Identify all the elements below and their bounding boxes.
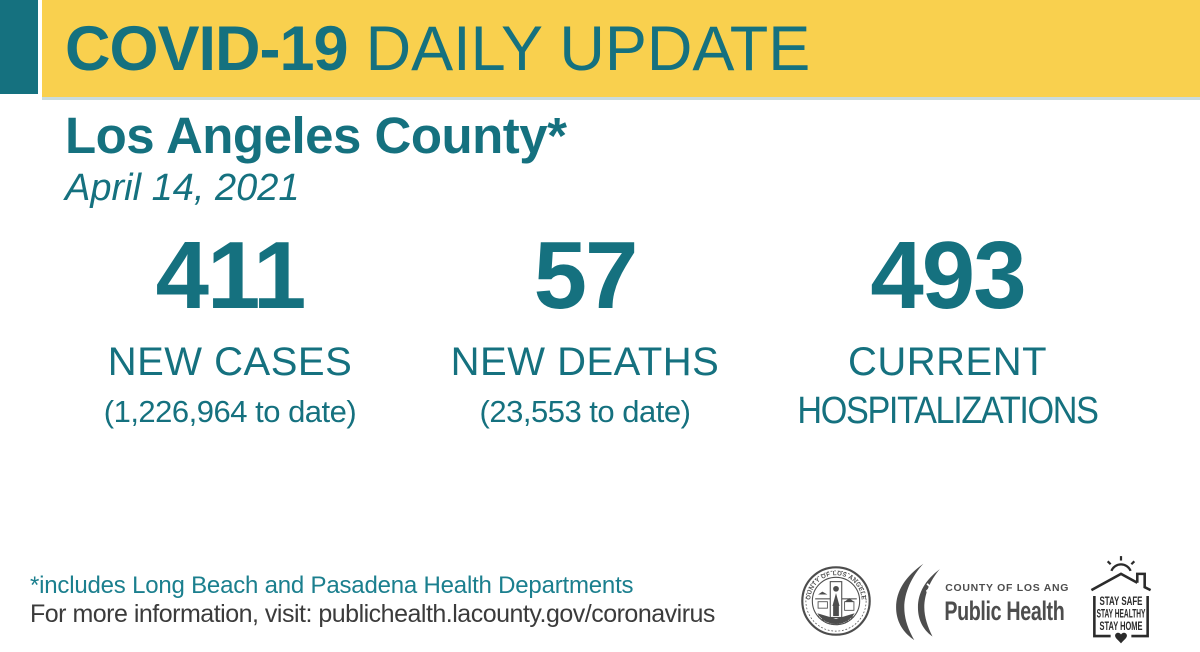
badge-line1: STAY SAFE (1100, 594, 1143, 608)
report-date: April 14, 2021 (65, 167, 300, 209)
more-info-text: For more information, visit: publichealt… (30, 600, 715, 628)
new-cases-label: NEW CASES (107, 340, 353, 384)
stat-new-deaths: 57 NEW DEATHS (23,553 to date) (420, 222, 750, 430)
stat-hospitalizations: 493 CURRENT HOSPITALIZATIONS (780, 222, 1115, 433)
logo-row: COUNTY OF LOS ANGELES CALIFORNIA COUN (800, 553, 1158, 648)
hospitalizations-value: 493 (870, 222, 1026, 329)
banner-title-covid: COVID-19 (65, 13, 349, 84)
new-cases-total: (1,226,964 to date) (103, 394, 357, 429)
footnote-text: *includes Long Beach and Pasadena Health… (30, 572, 634, 599)
badge-line3: STAY HOME (1100, 619, 1143, 633)
la-county-seal-icon: COUNTY OF LOS ANGELES CALIFORNIA (800, 563, 871, 636)
hospitalizations-label-line1: CURRENT (847, 340, 1048, 384)
new-deaths-value: 57 (533, 222, 639, 329)
badge-line2: STAY HEALTHY (1097, 607, 1146, 621)
banner-shadow-line (42, 97, 1200, 100)
public-health-line1: COUNTY OF LOS ANGELES (945, 582, 1069, 593)
public-health-line2: Public Health (944, 596, 1064, 626)
stay-home-badge-icon: STAY SAFE STAY HEALTHY STAY HOME (1090, 556, 1152, 644)
page-title: Los Angeles County* (65, 107, 567, 164)
new-deaths-label: NEW DEATHS (450, 340, 720, 384)
stat-new-cases: 411 NEW CASES (1,226,964 to date) (60, 222, 400, 430)
title-banner: COVID-19 DAILY UPDATE (42, 0, 1200, 97)
banner-title-daily-update: DAILY UPDATE (365, 13, 811, 84)
public-health-logo: COUNTY OF LOS ANGELES Public Health (896, 563, 1069, 640)
new-cases-value: 411 (155, 222, 307, 329)
hospitalizations-label-line2: HOSPITALIZATIONS (797, 390, 1099, 432)
new-deaths-total: (23,553 to date) (479, 394, 691, 429)
teal-accent-square (0, 0, 38, 94)
